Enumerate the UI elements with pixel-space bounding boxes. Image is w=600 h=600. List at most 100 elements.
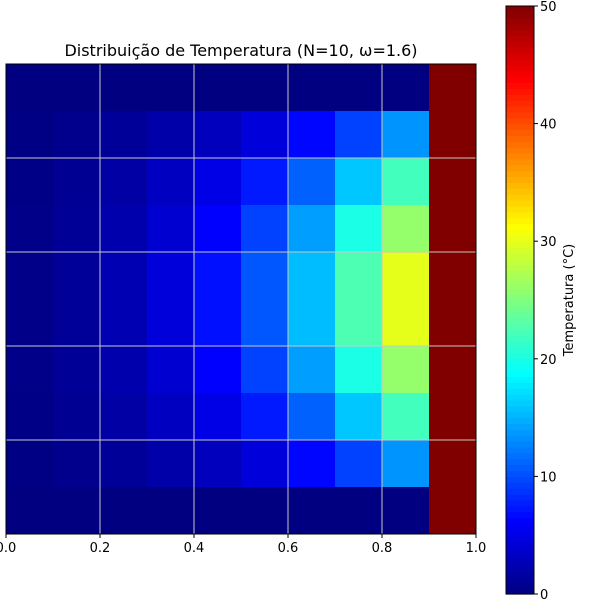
x-axis: 0.0 0.2 0.4 0.6 0.8 1.0 — [0, 534, 486, 556]
colorbar-segment — [506, 564, 534, 572]
heatmap-cell — [100, 205, 148, 253]
colorbar-segment — [506, 411, 534, 419]
colorbar-segment — [506, 264, 534, 272]
colorbar-tick-label: 50 — [540, 0, 557, 15]
heatmap-cell — [382, 64, 430, 112]
colorbar-segment — [506, 570, 534, 577]
colorbar-segment — [506, 370, 534, 378]
heatmap-cell — [288, 205, 336, 253]
heatmap-cell — [335, 252, 383, 300]
heatmap-cell — [335, 440, 383, 488]
heatmap-cell — [241, 393, 289, 441]
heatmap-cell — [194, 393, 242, 441]
colorbar-segment — [506, 541, 534, 548]
colorbar-segment — [506, 182, 534, 189]
heatmap-cell — [100, 440, 148, 488]
grid-lines — [6, 64, 476, 534]
colorbar-segment — [506, 23, 534, 31]
colorbar-segment — [506, 441, 534, 448]
heatmap-cell — [194, 299, 242, 347]
heatmap-cell — [288, 299, 336, 347]
heatmap-cell — [53, 393, 101, 441]
heatmap-cell — [429, 393, 477, 441]
colorbar-segment — [506, 323, 534, 330]
colorbar-segment — [506, 523, 534, 530]
x-tick-label: 0.0 — [0, 541, 16, 556]
colorbar-segment — [506, 417, 534, 425]
heatmap-cell — [429, 252, 477, 300]
heatmap-cell — [335, 111, 383, 159]
colorbar-segment — [506, 329, 534, 336]
heatmap-cell — [241, 158, 289, 206]
colorbar-segment — [506, 6, 534, 13]
colorbar-segment — [506, 176, 534, 183]
colorbar-segment — [506, 223, 534, 231]
heatmap-cell — [147, 158, 195, 206]
colorbar-segment — [506, 364, 534, 372]
heatmap-cell — [241, 252, 289, 300]
heatmap-cell — [53, 158, 101, 206]
heatmap-cell — [429, 205, 477, 253]
colorbar-segment — [506, 58, 534, 66]
colorbar-segment — [506, 164, 534, 172]
heatmap-cell — [335, 487, 383, 535]
colorbar-segment — [506, 317, 534, 325]
colorbar-segment — [506, 129, 534, 136]
colorbar-segment — [506, 17, 534, 25]
colorbar-segment — [506, 476, 534, 483]
colorbar-segment — [506, 247, 534, 254]
heatmap-cell — [241, 64, 289, 112]
colorbar-segment — [506, 47, 534, 54]
colorbar-segment — [506, 53, 534, 60]
heatmap-cell — [382, 252, 430, 300]
heatmap-cell — [147, 393, 195, 441]
colorbar-tick-label: 20 — [540, 353, 557, 368]
heatmap-cell — [288, 440, 336, 488]
heatmap-cell — [429, 440, 477, 488]
heatmap-cell — [241, 487, 289, 535]
colorbar-segment — [506, 511, 534, 519]
colorbar-segment — [506, 305, 534, 313]
heatmap-cell — [53, 487, 101, 535]
colorbar-segment — [506, 288, 534, 295]
heatmap-cell — [429, 111, 477, 159]
heatmap-cell — [6, 346, 54, 394]
heatmap-cell — [194, 346, 242, 394]
colorbar-segment — [506, 499, 534, 507]
heatmap-cell — [147, 111, 195, 159]
colorbar-segment — [506, 194, 534, 201]
heatmap-cell — [147, 64, 195, 112]
heatmap-cell — [53, 205, 101, 253]
colorbar-segment — [506, 558, 534, 566]
heatmap-cell — [288, 158, 336, 206]
colorbar-segment — [506, 300, 534, 307]
colorbar-segment — [506, 153, 534, 160]
heatmap-cell — [241, 111, 289, 159]
x-tick-label: 0.6 — [278, 541, 299, 556]
heatmap-cell — [194, 158, 242, 206]
heatmap-cell — [382, 111, 430, 159]
colorbar-segment — [506, 35, 534, 42]
colorbar-segment — [506, 505, 534, 513]
colorbar-segment — [506, 382, 534, 389]
plot-frame — [5, 63, 477, 535]
heatmap-cell — [53, 111, 101, 159]
heatmap-cell — [194, 252, 242, 300]
heatmap-cell — [335, 299, 383, 347]
heatmap-cell — [382, 158, 430, 206]
heatmap-cell — [6, 64, 54, 112]
colorbar-tick-label: 30 — [540, 235, 557, 250]
colorbar-segment — [506, 188, 534, 195]
colorbar-segment — [506, 341, 534, 348]
colorbar-segment — [506, 158, 534, 166]
heatmap-cell — [147, 440, 195, 488]
heatmap-cell — [382, 440, 430, 488]
colorbar-segment — [506, 70, 534, 78]
heatmap-cell — [288, 393, 336, 441]
heatmap-cell — [194, 487, 242, 535]
heatmap-cell — [382, 393, 430, 441]
colorbar-segment — [506, 435, 534, 442]
colorbar-segment — [506, 88, 534, 95]
heatmap-cell — [429, 346, 477, 394]
